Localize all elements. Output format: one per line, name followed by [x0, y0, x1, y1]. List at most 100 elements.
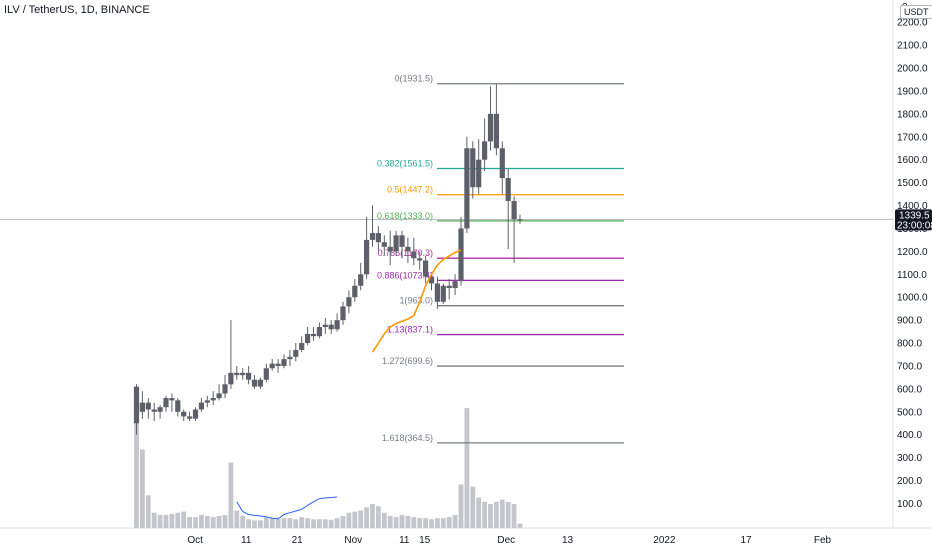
volume-bar: [494, 501, 499, 528]
candle-body: [328, 324, 334, 330]
candle-body: [310, 333, 317, 337]
candle-body: [364, 239, 370, 275]
candle-body: [505, 178, 511, 201]
y-tick-label: 2100.0: [897, 41, 928, 52]
volume-bar: [163, 514, 169, 528]
volume-bar: [334, 518, 340, 528]
volume-bar: [222, 514, 228, 528]
fib-level-label: 1.272(699.6): [382, 356, 433, 366]
volume-bar: [269, 518, 275, 528]
volume-bar: [411, 517, 417, 528]
candle-body: [305, 333, 311, 344]
candle-body: [299, 343, 305, 350]
candle-body: [322, 324, 328, 328]
candle-body: [464, 148, 470, 229]
y-tick-label: 100.0: [897, 499, 922, 510]
volume-bar: [387, 516, 393, 528]
volume-bar: [216, 516, 222, 528]
volume-bar: [452, 514, 458, 528]
volume-bar: [317, 519, 322, 528]
candle-countdown: 23:00:08: [897, 220, 932, 231]
volume-bar: [517, 523, 523, 528]
y-tick-label: 2200.0: [897, 18, 928, 29]
volume-bar: [423, 518, 428, 528]
fib-level-label: 0.382(1561.5): [377, 159, 433, 169]
volume-bar: [305, 518, 310, 528]
x-tick-label: Nov: [344, 535, 362, 546]
last-price-value: 1339.5: [899, 210, 930, 221]
volume-bar: [405, 516, 411, 528]
volume-bar: [299, 517, 305, 528]
y-tick-label: 1400.0: [897, 201, 928, 212]
fib-level-label: 1.618(364.5): [382, 433, 433, 443]
candle-body: [181, 411, 187, 417]
candle-body: [493, 113, 499, 149]
volume-ma-line: [236, 496, 338, 520]
candle-body: [275, 363, 281, 366]
volume-bar: [228, 462, 234, 528]
candle-body: [369, 233, 376, 240]
volume-bar: [187, 517, 192, 528]
currency-badge[interactable]: USDT: [900, 5, 932, 19]
volume-bar: [246, 519, 251, 528]
y-tick-label: 1800.0: [897, 109, 928, 120]
candle-body: [476, 159, 482, 188]
volume-bar: [376, 506, 381, 528]
volume-bar: [193, 517, 198, 528]
candle-body: [387, 246, 393, 252]
candle-body: [340, 306, 346, 321]
y-tick-label: 800.0: [897, 339, 922, 350]
y-tick-label: 2000.0: [897, 64, 928, 75]
candle-body: [145, 402, 151, 410]
candle-body: [499, 148, 505, 179]
y-tick-label: 1600.0: [897, 155, 928, 166]
y-tick-label: 600.0: [897, 384, 922, 395]
volume-bar: [482, 501, 487, 528]
candle-body: [192, 409, 199, 419]
candle-body: [228, 372, 234, 385]
candle-body: [139, 402, 145, 412]
volume-bar: [464, 408, 470, 528]
candle-body: [470, 148, 476, 188]
volume-bar: [446, 517, 452, 528]
candle-body: [210, 398, 216, 401]
candle-body: [517, 219, 523, 221]
candle-body: [263, 368, 269, 380]
y-tick-label: 300.0: [897, 453, 922, 464]
y-tick-label: 1200.0: [897, 247, 928, 258]
fib-level-label: 1(963.0): [399, 296, 433, 306]
candle-body: [511, 200, 517, 220]
candle-body: [175, 400, 181, 412]
last-price-tag: [895, 209, 932, 231]
candle-body: [487, 113, 494, 142]
volume-bar: [429, 519, 434, 528]
x-tick-label: 21: [292, 535, 304, 546]
volume-bar: [352, 511, 358, 528]
fib-level-label: 0.618(1333.0): [377, 211, 433, 221]
volume-bar: [488, 504, 493, 528]
candle-body: [169, 398, 175, 401]
volume-bar: [458, 484, 464, 528]
candle-body: [458, 228, 464, 282]
volume-bar: [346, 512, 352, 528]
y-tick-label: 1000.0: [897, 293, 928, 304]
volume-bar: [181, 511, 187, 528]
y-tick-label: 900.0: [897, 316, 922, 327]
candle-body: [204, 400, 210, 403]
candle-body: [411, 251, 417, 259]
y-tick-label: 700.0: [897, 361, 922, 372]
volume-bar: [370, 504, 375, 528]
volume-bar: [364, 507, 369, 528]
volume-bar: [293, 519, 299, 528]
candle-body: [440, 285, 446, 302]
volume-bar: [358, 510, 364, 528]
volume-bar: [151, 512, 157, 528]
volume-bar: [381, 512, 387, 528]
y-tick-label: 1700.0: [897, 132, 928, 143]
x-tick-label: 15: [419, 535, 431, 546]
candle-body: [151, 409, 157, 412]
y-tick-label: 1500.0: [897, 178, 928, 189]
candle-body: [269, 363, 275, 369]
